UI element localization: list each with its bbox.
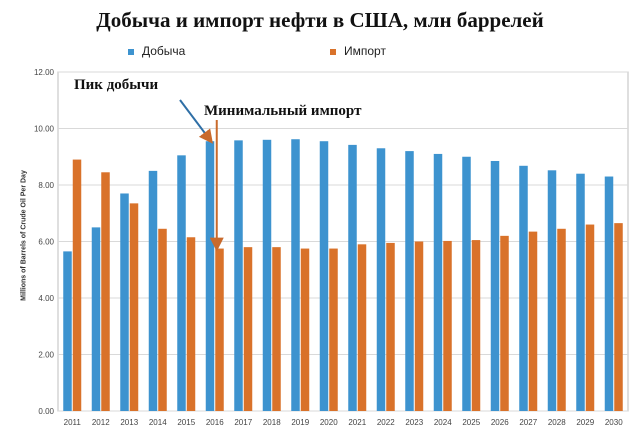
bar-production-2011 [63,251,72,411]
bar-production-2023 [405,151,414,411]
bar-production-2019 [291,139,300,412]
x-tick-label: 2016 [206,418,224,427]
bar-import-2025 [471,240,481,411]
bar-import-2019 [300,248,310,411]
annotation-min-import: Минимальный импорт [204,103,362,119]
y-tick-label: 4.00 [38,294,54,303]
bar-production-2020 [319,141,329,411]
legend-item-import: Импорт [330,44,386,58]
bar-import-2023 [414,241,424,411]
x-tick-label: 2019 [291,418,309,427]
legend-swatch-import [330,48,336,55]
legend-swatch-production [128,48,134,55]
bar-import-2021 [357,244,367,411]
bar-import-2029 [585,224,595,411]
bar-production-2028 [547,170,557,411]
bar-production-2018 [262,139,272,412]
legend-label-import: Импорт [344,44,386,58]
x-tick-label: 2012 [92,418,110,427]
x-tick-label: 2025 [462,418,480,427]
bar-import-2015 [186,237,196,411]
bar-import-2027 [528,231,538,411]
x-tick-label: 2027 [519,418,537,427]
bar-import-2013 [129,203,139,411]
bar-import-2024 [443,240,452,411]
y-tick-label: 10.00 [34,125,55,134]
bar-import-2020 [329,248,338,411]
x-tick-label: 2028 [548,418,566,427]
x-tick-label: 2024 [434,418,452,427]
bar-import-2012 [101,172,110,411]
arrow-peak-production [179,99,213,144]
bar-production-2029 [576,173,585,411]
x-tick-label: 2023 [405,418,423,427]
bar-production-2026 [490,160,500,411]
bar-import-2022 [386,242,395,411]
annotation-peak-production: Пик добычи [74,77,159,93]
x-tick-label: 2030 [605,418,623,427]
x-tick-label: 2026 [491,418,509,427]
bar-production-2027 [519,165,528,411]
bar-production-2022 [376,148,386,411]
y-tick-label: 2.00 [38,351,54,360]
bar-production-2024 [433,153,443,412]
bar-production-2013 [120,193,129,411]
bar-import-2014 [158,228,167,411]
bar-import-2017 [243,247,253,411]
bar-production-2021 [348,144,357,411]
x-tick-label: 2029 [576,418,594,427]
bar-production-2016 [205,141,215,411]
x-tick-label: 2011 [64,418,82,427]
bar-import-2016 [215,248,224,411]
bar-production-2014 [148,170,158,411]
bar-import-2030 [614,223,623,411]
bar-import-2018 [272,247,281,411]
bar-import-2028 [557,228,566,411]
bar-production-2012 [91,227,101,411]
y-tick-label: 12.00 [34,68,55,77]
x-tick-label: 2018 [263,418,281,427]
x-tick-label: 2013 [120,418,138,427]
x-tick-label: 2021 [348,418,366,427]
y-tick-label: 0.00 [38,407,54,416]
legend-label-production: Добыча [142,44,186,58]
x-tick-label: 2022 [377,418,395,427]
bar-production-2015 [177,155,186,411]
x-tick-label: 2014 [149,418,167,427]
chart-title: Добыча и импорт нефти в США, млн барреле… [96,8,544,32]
x-tick-label: 2020 [320,418,338,427]
x-tick-label: 2015 [177,418,195,427]
legend-item-production: Добыча [128,44,185,58]
bar-import-2011 [72,159,82,411]
bar-production-2017 [234,140,243,412]
bar-import-2026 [500,235,509,411]
x-tick-label: 2017 [234,418,252,427]
bar-production-2025 [462,156,471,411]
bar-production-2030 [604,176,614,411]
y-tick-label: 8.00 [38,181,54,190]
y-tick-label: 6.00 [38,238,54,247]
